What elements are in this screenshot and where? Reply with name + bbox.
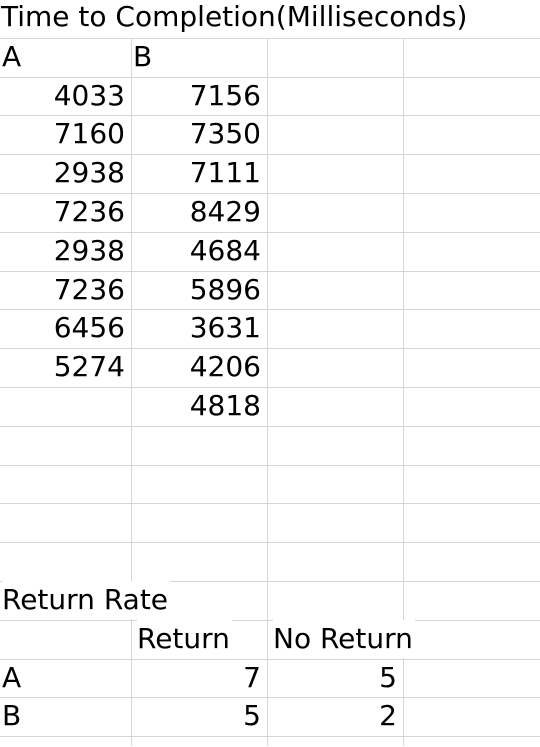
row-line — [0, 37, 540, 39]
cell-value: 6456 — [53, 311, 125, 345]
cell-value: 5896 — [189, 272, 261, 306]
column-header: B — [133, 39, 153, 73]
row-line — [0, 464, 540, 466]
column-header: A — [2, 39, 22, 73]
row-header: B — [2, 699, 22, 733]
cell-value: 7 — [243, 660, 261, 694]
row-header: A — [2, 660, 22, 694]
cell-value: 4684 — [189, 233, 261, 267]
row-line — [0, 270, 540, 272]
row-line — [0, 193, 540, 194]
cell-value: 5 — [379, 660, 397, 694]
cell-value: 7236 — [53, 272, 125, 306]
row-line — [0, 115, 540, 117]
row-line — [0, 154, 540, 156]
cell-value: 2938 — [53, 156, 125, 190]
cell-value: 3631 — [189, 311, 261, 345]
cell-value: 5 — [243, 699, 261, 733]
row-line — [0, 76, 540, 78]
row-line — [0, 231, 540, 233]
column-line — [131, 37, 132, 746]
row-line — [0, 658, 540, 660]
table-title: Time to Completion(Milliseconds) — [1, 0, 470, 36]
cell-value: 8429 — [189, 195, 261, 228]
table-title: Return Rate — [2, 581, 171, 619]
row-line — [0, 542, 540, 544]
row-line — [0, 348, 540, 350]
cell-value: 4033 — [53, 78, 125, 112]
cell-value: 2 — [379, 699, 397, 733]
row-line — [0, 736, 540, 738]
cell-value: 7350 — [189, 117, 261, 151]
row-line — [0, 309, 540, 311]
row-line — [0, 581, 540, 582]
column-line — [403, 37, 404, 746]
row-line — [0, 503, 540, 505]
cell-value: 7160 — [53, 117, 125, 151]
cell-value: 7236 — [53, 195, 125, 228]
column-header: Return — [137, 619, 232, 658]
column-line — [267, 37, 268, 746]
row-line — [0, 387, 540, 388]
cell-value: 7111 — [189, 156, 261, 190]
cell-value: 7156 — [189, 78, 261, 112]
row-line — [0, 697, 540, 699]
cell-value: 4818 — [189, 389, 261, 422]
cell-value: 2938 — [53, 233, 125, 267]
cell-value: 4206 — [189, 350, 261, 384]
column-header: No Return — [273, 619, 415, 658]
row-line — [0, 425, 540, 427]
cell-value: 5274 — [53, 350, 125, 384]
row-line — [0, 619, 540, 621]
